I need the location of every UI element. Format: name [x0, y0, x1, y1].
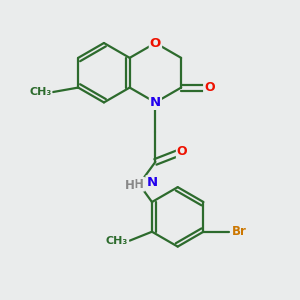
Text: CH₃: CH₃ [106, 236, 128, 246]
Text: H: H [125, 179, 135, 192]
Text: O: O [204, 81, 215, 94]
Text: N: N [146, 176, 158, 189]
Text: O: O [150, 37, 161, 50]
Text: Br: Br [232, 225, 247, 238]
Text: O: O [177, 145, 188, 158]
Text: CH₃: CH₃ [29, 87, 51, 97]
Text: N: N [150, 96, 161, 109]
Text: H: H [134, 178, 144, 191]
